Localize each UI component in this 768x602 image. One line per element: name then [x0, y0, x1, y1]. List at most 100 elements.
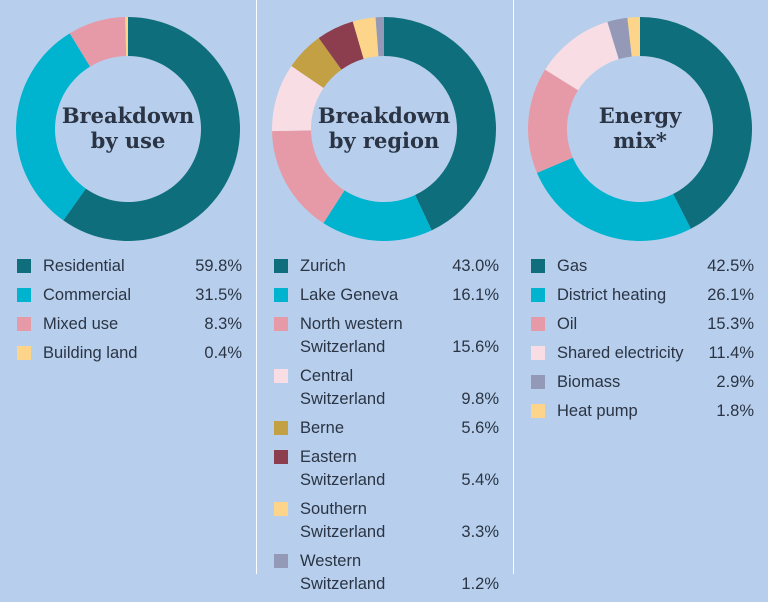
- legend-label: Zurich: [300, 257, 346, 275]
- legend-value: 3.3%: [461, 523, 499, 541]
- donut-slice-2: [323, 190, 432, 242]
- legend-item: Lake Geneva 16.1%: [274, 284, 499, 307]
- legend-value: 0.4%: [204, 344, 242, 362]
- donut-slice-2: [15, 33, 91, 221]
- legend-value: 15.3%: [707, 315, 754, 333]
- legend-label: Commercial: [43, 286, 132, 304]
- donut-slice-6: [627, 17, 640, 57]
- legend-swatch: [274, 259, 288, 273]
- donut-slice-1: [63, 17, 240, 241]
- legend-item: Biomass 2.9%: [531, 371, 754, 394]
- legend-value: 1.2%: [461, 575, 499, 593]
- chart-title-line: by region: [328, 128, 440, 153]
- donut-slice-3: [272, 130, 345, 224]
- donut-slice-2: [536, 157, 691, 241]
- legend-value: 5.6%: [461, 419, 499, 437]
- legend-label: District heating: [557, 286, 667, 304]
- legend-value: 43.0%: [452, 257, 499, 275]
- legend-value: 31.5%: [195, 286, 242, 304]
- legend-item: Heat pump 1.8%: [531, 400, 754, 423]
- legend-label: Southern Switzerland: [300, 500, 386, 541]
- legend-value: 15.6%: [452, 338, 499, 356]
- legend-value: 26.1%: [707, 286, 754, 304]
- legend-value: 9.8%: [461, 390, 499, 408]
- legend-item: Residential 59.8%: [17, 255, 242, 278]
- legend-item: Commercial 31.5%: [17, 284, 242, 307]
- legend-swatch: [531, 288, 545, 302]
- legend-label: Heat pump: [557, 402, 638, 420]
- legend-value: 16.1%: [452, 286, 499, 304]
- legend-label: Building land: [43, 344, 138, 362]
- donut-slice-4: [272, 66, 324, 132]
- legend-label: Biomass: [557, 373, 621, 391]
- legend-swatch: [17, 317, 31, 331]
- legend-label: Central Switzerland: [300, 367, 386, 408]
- legend-swatch: [17, 346, 31, 360]
- legend-swatch: [531, 317, 545, 331]
- legend-swatch: [274, 421, 288, 435]
- donut-slice-5: [607, 17, 632, 60]
- chart-title-line: by use: [90, 128, 166, 153]
- legend-item: Berne 5.6%: [274, 417, 499, 440]
- legend-label: Mixed use: [43, 315, 119, 333]
- legend-item: Shared electricity 11.4%: [531, 342, 754, 365]
- legend-swatch: [274, 317, 288, 331]
- legend-value: 5.4%: [461, 471, 499, 489]
- donut-slice-6: [318, 21, 364, 70]
- panel-divider: [256, 0, 257, 574]
- legend-label: Eastern Switzerland: [300, 448, 386, 489]
- chart-title-line: mix*: [613, 128, 667, 153]
- donut-chart: [15, 17, 240, 241]
- legend-label: Berne: [300, 419, 345, 437]
- panel-divider: [513, 0, 514, 574]
- chart-title-line: Breakdown: [317, 103, 451, 128]
- legend-swatch: [531, 259, 545, 273]
- legend-swatch: [531, 404, 545, 418]
- legend-item: Southern Switzerland 3.3%: [274, 498, 499, 544]
- legend-item: Gas 42.5%: [531, 255, 754, 278]
- legend-value: 1.8%: [716, 402, 754, 420]
- donut-slice-4: [545, 21, 619, 91]
- legend-swatch: [274, 502, 288, 516]
- donut-chart: [272, 17, 496, 242]
- chart-title: Breakdown by region: [309, 103, 459, 153]
- legend-swatch: [17, 259, 31, 273]
- chart-title-line: Energy: [598, 103, 682, 128]
- legend-label: North western Switzerland: [300, 315, 403, 356]
- legend-item: Western Switzerland 1.2%: [274, 550, 499, 596]
- legend-value: 59.8%: [195, 257, 242, 275]
- legend-value: 8.3%: [204, 315, 242, 333]
- donut-slice-3: [69, 17, 127, 67]
- legend-item: Eastern Switzerland 5.4%: [274, 446, 499, 492]
- legend-item: Central Switzerland 9.8%: [274, 365, 499, 411]
- panel-energy-mix: Energy mix* Gas 42.5% District heating 26.1% O…: [514, 0, 768, 574]
- legend-label: Lake Geneva: [300, 286, 399, 304]
- donut-slice-4: [125, 17, 128, 57]
- chart-title-line: Breakdown: [61, 103, 195, 128]
- legend-item: Building land 0.4%: [17, 342, 242, 365]
- donut-slice-1: [640, 17, 752, 229]
- legend-swatch: [274, 369, 288, 383]
- legend-item: Mixed use 8.3%: [17, 313, 242, 336]
- donut-slice-8: [375, 17, 384, 57]
- legend-swatch: [274, 288, 288, 302]
- panel-breakdown-by-region: Breakdown by region Zurich 43.0% Lake Geneva…: [257, 0, 513, 593]
- panel-breakdown-by-use: Breakdown by use Residential 59.8% Commercia…: [0, 0, 256, 574]
- legend-value: 42.5%: [707, 257, 754, 275]
- legend-value: 2.9%: [716, 373, 754, 391]
- legend-item: North western Switzerland 15.6%: [274, 313, 499, 359]
- legend-item: Oil 15.3%: [531, 313, 754, 336]
- legend-swatch: [17, 288, 31, 302]
- donut-slice-5: [291, 37, 342, 88]
- legend-swatch: [274, 450, 288, 464]
- legend: Gas 42.5% District heating 26.1% Oil 15.3% Sha…: [531, 255, 754, 429]
- legend-value: 11.4%: [708, 344, 754, 362]
- legend-swatch: [531, 346, 545, 360]
- legend: Residential 59.8% Commercial 31.5% Mixed use…: [17, 255, 242, 371]
- legend-swatch: [274, 554, 288, 568]
- legend-item: Zurich 43.0%: [274, 255, 499, 278]
- legend-label: Gas: [557, 257, 588, 275]
- donut-slice-3: [528, 69, 579, 173]
- legend-item: District heating 26.1%: [531, 284, 754, 307]
- legend-swatch: [531, 375, 545, 389]
